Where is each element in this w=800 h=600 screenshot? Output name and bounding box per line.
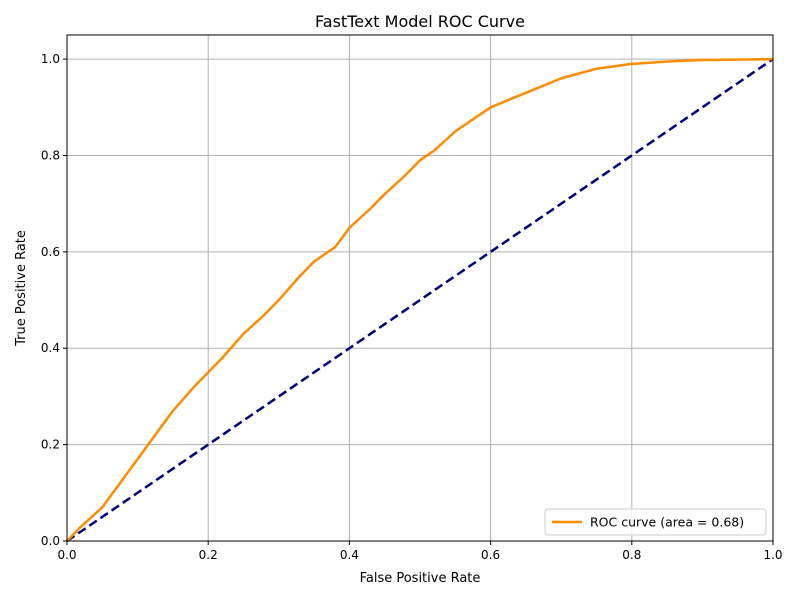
y-tick-label: 0.8 <box>41 148 60 162</box>
y-tick-label: 0.0 <box>41 534 60 548</box>
y-tick-label: 0.2 <box>41 438 60 452</box>
x-tick-label: 0.8 <box>622 548 641 562</box>
x-tick-label: 0.2 <box>199 548 218 562</box>
grid <box>66 35 774 542</box>
legend-box <box>544 508 767 536</box>
x-tick-label: 0.0 <box>57 548 76 562</box>
roc-curve-line <box>66 57 774 542</box>
x-tick-label: 0.4 <box>340 548 359 562</box>
plot-frame <box>66 34 774 542</box>
x-tick-label: 1.0 <box>763 548 782 562</box>
chart-title: FastText Model ROC Curve <box>315 12 525 31</box>
x-axis-label: False Positive Rate <box>360 571 481 586</box>
series-layer <box>66 57 774 543</box>
y-axis-label: True Positive Rate <box>14 230 29 347</box>
y-tick-label: 0.4 <box>41 341 60 355</box>
chance-diagonal-line <box>66 58 774 543</box>
legend: ROC curve (area = 0.68) <box>544 508 767 536</box>
ticks: 0.0 0.2 0.4 0.6 0.8 1.0 0.0 0.2 0.4 0.6 0.8 1.0 <box>41 52 783 562</box>
x-tick-label: 0.6 <box>481 548 500 562</box>
y-tick-label: 1.0 <box>41 52 60 66</box>
legend-label-roc: ROC curve (area = 0.68) <box>590 515 744 530</box>
y-tick-label: 0.6 <box>41 245 60 259</box>
